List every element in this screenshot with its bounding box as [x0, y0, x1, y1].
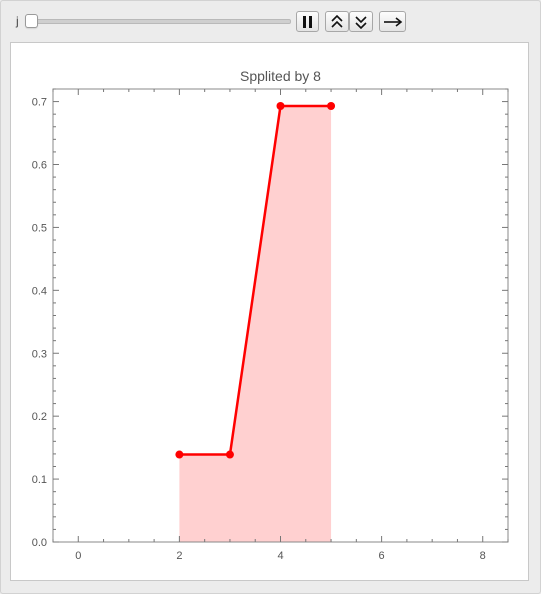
plot-panel: Spplited by 8 0 2 4 6 8 0.0 0.1 0.2 0.3 0.4 0.5 0.6…	[10, 42, 529, 581]
y-tick-label: 0.7	[32, 97, 47, 109]
direction-icon	[383, 16, 402, 27]
chart-title: Spplited by 8	[240, 68, 321, 84]
x-tick-label: 2	[176, 550, 182, 562]
direction-button[interactable]	[379, 11, 406, 32]
data-point	[327, 101, 336, 110]
slider-thumb[interactable]	[25, 14, 38, 28]
x-tick-label: 6	[379, 550, 385, 562]
faster-button[interactable]	[325, 11, 349, 32]
faster-icon	[331, 14, 343, 28]
controls-bar: j	[0, 0, 541, 40]
y-tick-label: 0.4	[32, 285, 47, 297]
series-area-fill	[179, 105, 332, 543]
x-tick-label: 0	[75, 550, 81, 562]
x-tick-label: 8	[480, 550, 486, 562]
slower-button[interactable]	[349, 11, 373, 32]
slider-track[interactable]	[27, 19, 291, 24]
y-tick-label: 0.6	[32, 160, 47, 172]
y-tick-label: 0.2	[32, 411, 47, 423]
y-tick-label: 0.3	[32, 348, 47, 360]
plot-svg: Spplited by 8 0 2 4 6 8 0.0 0.1 0.2 0.3 0.4 0.5 0.6…	[32, 68, 509, 562]
x-tick-label: 4	[277, 550, 283, 562]
data-point	[276, 101, 285, 110]
data-point	[175, 450, 184, 459]
y-tick-label: 0.5	[32, 222, 47, 234]
series-line	[179, 104, 332, 456]
data-point	[225, 450, 234, 459]
slider-variable-label: j	[16, 14, 19, 28]
y-tick-label: 0.0	[32, 537, 47, 549]
pause-icon	[303, 15, 312, 28]
pause-button[interactable]	[296, 11, 319, 32]
y-tick-label: 0.1	[32, 474, 47, 486]
slower-icon	[355, 15, 367, 29]
